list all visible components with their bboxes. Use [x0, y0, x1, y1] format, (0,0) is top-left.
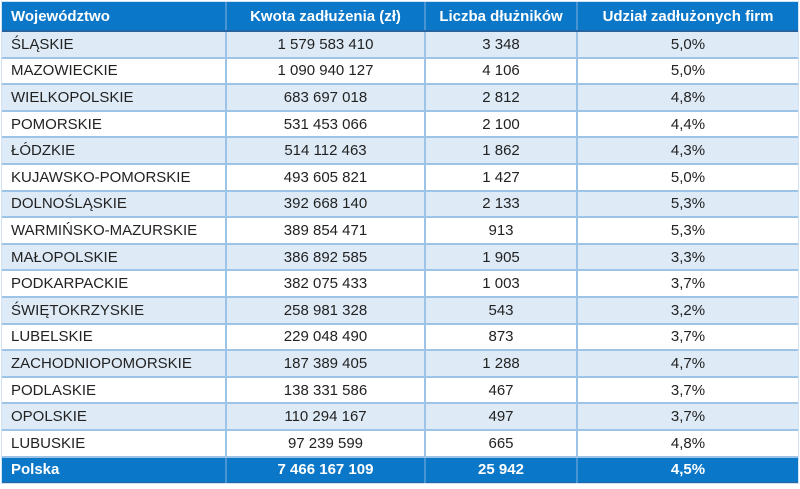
cell-wojewodztwo: WIELKOPOLSKIE: [2, 84, 227, 112]
cell-kwota: 531 453 066: [226, 110, 426, 139]
cell-wojewodztwo: ŁÓDZKIE: [2, 137, 227, 165]
total-udzial: 4,5%: [577, 456, 798, 483]
cell-udzial: 3,3%: [577, 243, 798, 272]
cell-udzial: 5,0%: [577, 163, 798, 192]
table-row: WIELKOPOLSKIE 683 697 018 2 812 4,8%: [2, 84, 798, 112]
cell-liczba: 913: [425, 217, 578, 245]
cell-liczba: 4 106: [425, 57, 578, 86]
cell-udzial: 3,2%: [577, 296, 798, 325]
total-row: Polska 7 466 167 109 25 942 4,5%: [2, 456, 798, 483]
cell-wojewodztwo: LUBUSKIE: [2, 429, 227, 458]
table-row: KUJAWSKO-POMORSKIE 493 605 821 1 427 5,0…: [2, 163, 798, 192]
cell-wojewodztwo: MAŁOPOLSKIE: [2, 243, 227, 272]
table-row: ŚWIĘTOKRZYSKIE 258 981 328 543 3,2%: [2, 296, 798, 325]
table-row: LUBELSKIE 229 048 490 873 3,7%: [2, 323, 798, 352]
table-row: MAŁOPOLSKIE 386 892 585 1 905 3,3%: [2, 243, 798, 272]
cell-liczba: 2 100: [425, 110, 578, 139]
cell-liczba: 873: [425, 323, 578, 352]
cell-udzial: 3,7%: [577, 376, 798, 405]
cell-udzial: 4,8%: [577, 84, 798, 112]
cell-kwota: 97 239 599: [226, 429, 426, 458]
cell-wojewodztwo: ZACHODNIOPOMORSKIE: [2, 350, 227, 378]
cell-liczba: 2 133: [425, 190, 578, 219]
cell-kwota: 389 854 471: [226, 217, 426, 245]
total-kwota: 7 466 167 109: [226, 456, 426, 483]
table-row: ŚLĄSKIE 1 579 583 410 3 348 5,0%: [2, 31, 798, 59]
cell-liczba: 1 003: [425, 270, 578, 298]
debt-table: Województwo Kwota zadłużenia (zł) Liczba…: [2, 2, 798, 483]
cell-wojewodztwo: ŚWIĘTOKRZYSKIE: [2, 296, 227, 325]
cell-kwota: 187 389 405: [226, 350, 426, 378]
total-liczba: 25 942: [425, 456, 578, 483]
table-row: POMORSKIE 531 453 066 2 100 4,4%: [2, 110, 798, 139]
cell-udzial: 3,7%: [577, 323, 798, 352]
cell-kwota: 392 668 140: [226, 190, 426, 219]
cell-liczba: 543: [425, 296, 578, 325]
cell-udzial: 5,0%: [577, 57, 798, 86]
cell-kwota: 382 075 433: [226, 270, 426, 298]
cell-udzial: 5,3%: [577, 190, 798, 219]
cell-liczba: 665: [425, 429, 578, 458]
cell-udzial: 4,8%: [577, 429, 798, 458]
cell-wojewodztwo: MAZOWIECKIE: [2, 57, 227, 86]
cell-liczba: 1 288: [425, 350, 578, 378]
table-row: LUBUSKIE 97 239 599 665 4,8%: [2, 429, 798, 458]
column-header-wojewodztwo: Województwo: [2, 2, 227, 32]
cell-wojewodztwo: PODKARPACKIE: [2, 270, 227, 298]
table-row: WARMIŃSKO-MAZURSKIE 389 854 471 913 5,3%: [2, 217, 798, 245]
cell-liczba: 497: [425, 403, 578, 431]
cell-kwota: 514 112 463: [226, 137, 426, 165]
cell-liczba: 1 905: [425, 243, 578, 272]
cell-kwota: 138 331 586: [226, 376, 426, 405]
column-header-udzial: Udział zadłużonych firm: [577, 2, 798, 32]
table-row: PODLASKIE 138 331 586 467 3,7%: [2, 376, 798, 405]
column-header-kwota: Kwota zadłużenia (zł): [226, 2, 426, 32]
header-row: Województwo Kwota zadłużenia (zł) Liczba…: [2, 2, 798, 32]
cell-wojewodztwo: LUBELSKIE: [2, 323, 227, 352]
cell-wojewodztwo: PODLASKIE: [2, 376, 227, 405]
cell-kwota: 110 294 167: [226, 403, 426, 431]
cell-udzial: 3,7%: [577, 270, 798, 298]
cell-kwota: 229 048 490: [226, 323, 426, 352]
table-row: ŁÓDZKIE 514 112 463 1 862 4,3%: [2, 137, 798, 165]
cell-wojewodztwo: OPOLSKIE: [2, 403, 227, 431]
cell-udzial: 4,7%: [577, 350, 798, 378]
cell-udzial: 4,4%: [577, 110, 798, 139]
table-row: MAZOWIECKIE 1 090 940 127 4 106 5,0%: [2, 57, 798, 86]
cell-udzial: 5,3%: [577, 217, 798, 245]
cell-liczba: 1 427: [425, 163, 578, 192]
total-label: Polska: [2, 456, 227, 483]
table-row: DOLNOŚLĄSKIE 392 668 140 2 133 5,3%: [2, 190, 798, 219]
cell-udzial: 5,0%: [577, 31, 798, 59]
cell-wojewodztwo: KUJAWSKO-POMORSKIE: [2, 163, 227, 192]
cell-liczba: 1 862: [425, 137, 578, 165]
table-row: ZACHODNIOPOMORSKIE 187 389 405 1 288 4,7…: [2, 350, 798, 378]
table-row: OPOLSKIE 110 294 167 497 3,7%: [2, 403, 798, 431]
cell-wojewodztwo: DOLNOŚLĄSKIE: [2, 190, 227, 219]
cell-wojewodztwo: ŚLĄSKIE: [2, 31, 227, 59]
cell-kwota: 1 579 583 410: [226, 31, 426, 59]
cell-kwota: 258 981 328: [226, 296, 426, 325]
cell-liczba: 3 348: [425, 31, 578, 59]
cell-udzial: 4,3%: [577, 137, 798, 165]
cell-kwota: 493 605 821: [226, 163, 426, 192]
cell-liczba: 2 812: [425, 84, 578, 112]
cell-wojewodztwo: WARMIŃSKO-MAZURSKIE: [2, 217, 227, 245]
table-row: PODKARPACKIE 382 075 433 1 003 3,7%: [2, 270, 798, 298]
cell-udzial: 3,7%: [577, 403, 798, 431]
column-header-liczba: Liczba dłużników: [425, 2, 578, 32]
cell-kwota: 386 892 585: [226, 243, 426, 272]
cell-kwota: 683 697 018: [226, 84, 426, 112]
cell-kwota: 1 090 940 127: [226, 57, 426, 86]
cell-liczba: 467: [425, 376, 578, 405]
cell-wojewodztwo: POMORSKIE: [2, 110, 227, 139]
